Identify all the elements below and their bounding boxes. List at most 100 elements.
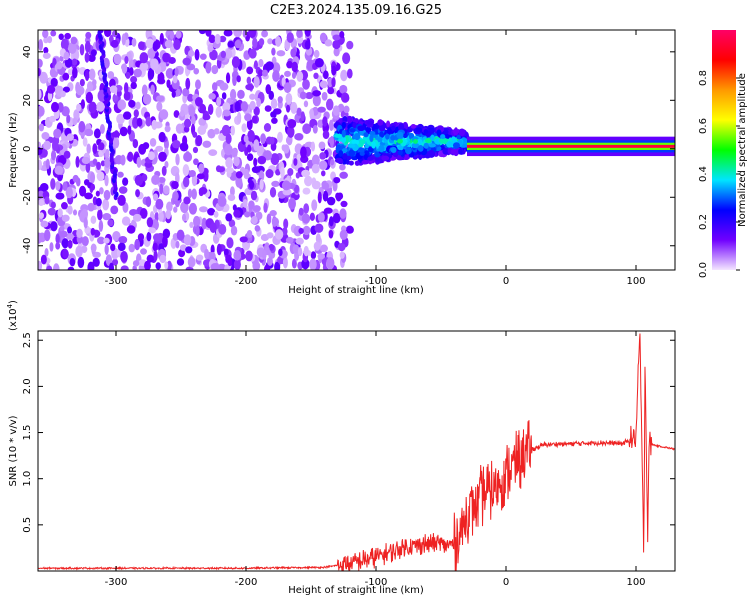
heatmap-cell — [347, 115, 353, 124]
heatmap-cell — [79, 43, 85, 56]
heatmap-cell — [182, 88, 190, 97]
heatmap-cell — [205, 30, 212, 37]
heatmap-cell — [390, 146, 397, 154]
heatmap-cell — [55, 233, 60, 244]
heatmap-cell — [319, 32, 327, 43]
heatmap-cell — [343, 105, 350, 114]
heatmap-cell — [121, 216, 131, 226]
heatmap-cell — [340, 69, 348, 82]
heatmap-cell — [262, 69, 268, 77]
heatmap-cell — [385, 133, 390, 140]
heatmap-cell — [253, 106, 260, 116]
heatmap-cell — [252, 37, 258, 49]
heatmap-cell — [155, 198, 164, 210]
heatmap-cell — [51, 139, 59, 152]
heatmap-cell — [335, 193, 342, 202]
heatmap-cell — [61, 201, 68, 210]
heatmap-cell — [221, 92, 227, 100]
heatmap-cell — [348, 160, 354, 166]
heatmap-cell — [67, 239, 73, 249]
heatmap-cell — [38, 123, 45, 132]
heatmap-cell — [132, 260, 140, 267]
heatmap-cell — [379, 131, 384, 139]
heatmap-cell — [171, 180, 179, 190]
heatmap-cell — [397, 149, 403, 156]
heatmap-cell — [281, 180, 291, 191]
heatmap-cell — [87, 202, 95, 212]
snr-background — [38, 331, 675, 571]
heatmap-cell — [149, 138, 157, 147]
heatmap-cell — [109, 85, 118, 94]
snr-y-multiplier: (x104) — [6, 300, 19, 331]
heatmap-cell — [250, 216, 258, 225]
colorbar-tick-label: 0.2 — [698, 214, 709, 230]
heatmap-cell — [121, 63, 128, 74]
heatmap-cell — [244, 113, 252, 122]
heatmap-cell — [157, 71, 165, 84]
heatmap-cell — [233, 30, 242, 38]
heatmap-cell — [198, 206, 208, 213]
heatmap-cell — [225, 157, 233, 169]
heatmap-cell — [312, 90, 322, 97]
heatmap-cell — [234, 39, 242, 49]
heatmap-cell — [162, 235, 168, 248]
heatmap-cell — [188, 202, 198, 215]
heatmap-cell — [53, 263, 60, 270]
heatmap-cell — [300, 146, 307, 159]
heatmap-cell — [176, 258, 185, 266]
heatmap-cell — [92, 79, 97, 87]
heatmap-cell — [367, 156, 374, 161]
heatmap-cell — [378, 145, 385, 153]
heatmap-cell — [446, 141, 454, 148]
heatmap-cell — [182, 176, 190, 188]
heatmap-cell — [146, 217, 154, 228]
heatmap-cell — [92, 257, 100, 267]
heatmap-cell — [291, 61, 298, 73]
heatmap-cell — [309, 212, 315, 221]
heatmap-cell — [62, 248, 69, 259]
heatmap-cell — [319, 80, 328, 89]
heatmap-cell — [138, 41, 145, 50]
heatmap-cell — [99, 187, 104, 195]
heatmap-cell — [208, 34, 216, 44]
heatmap-cell — [231, 56, 240, 68]
heatmap-cell — [317, 106, 326, 113]
heatmap-cell — [211, 64, 219, 75]
y-tick-label: 1.0 — [22, 471, 33, 487]
heatmap-cell — [404, 146, 412, 155]
heatmap-cell — [239, 236, 248, 243]
heatmap-cell — [296, 35, 304, 44]
heatmap-cell — [251, 115, 258, 124]
heatmap-cell — [72, 66, 78, 79]
heatmap-cell — [245, 250, 253, 262]
colorbar-gradient — [712, 30, 736, 270]
heatmap-cell — [204, 248, 210, 260]
snr-panel: -300 -200 -100 0 100 0.5 1.0 1.5 2.0 2.5 Height … — [6, 300, 676, 596]
heatmap-cell — [122, 111, 132, 120]
heatmap-cell — [341, 136, 347, 144]
heatmap-cell — [341, 158, 348, 165]
heatmap-cell — [341, 121, 346, 129]
heatmap-cell — [51, 150, 57, 161]
heatmap-cell — [329, 216, 334, 227]
heatmap-cell — [127, 151, 134, 162]
heatmap-cell — [61, 214, 70, 222]
heatmap-cell — [199, 53, 207, 60]
colorbar-tick-label: 0.8 — [698, 70, 709, 86]
heatmap-cell — [71, 58, 78, 66]
heatmap-cell — [55, 242, 61, 250]
heatmap-cell — [139, 62, 149, 71]
heatmap-cell — [123, 82, 129, 94]
heatmap-cell — [321, 91, 328, 101]
heatmap-cell — [38, 58, 43, 68]
heatmap-cell — [282, 256, 288, 269]
heatmap-cell — [46, 265, 53, 270]
heatmap-cell — [125, 71, 131, 79]
heatmap-cell — [116, 113, 125, 125]
heatmap-cell — [253, 60, 258, 70]
heatmap-cell — [305, 92, 314, 100]
y-tick-label: 2.5 — [22, 332, 33, 348]
heatmap-cell — [99, 30, 104, 33]
heatmap-cell — [218, 35, 227, 43]
heatmap-cell — [210, 244, 215, 255]
